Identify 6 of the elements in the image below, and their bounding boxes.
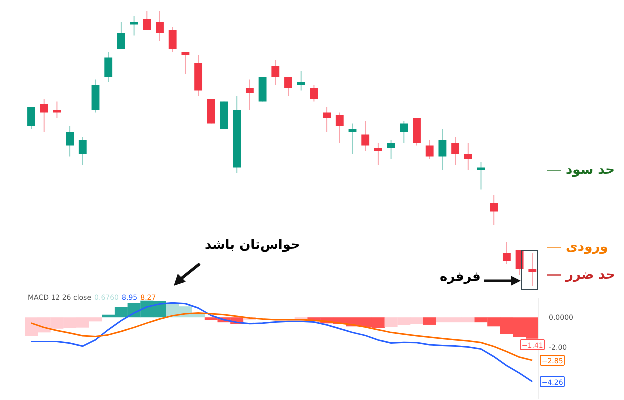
- annotation: حواس‌تان باشد: [205, 238, 300, 253]
- ref-line-label: ورودی: [566, 240, 608, 255]
- ref-line-label: حد سود: [566, 163, 616, 178]
- annotation: فرفره: [440, 270, 481, 285]
- ref-line-label: حد ضرر: [566, 268, 616, 282]
- bar: [423, 318, 436, 325]
